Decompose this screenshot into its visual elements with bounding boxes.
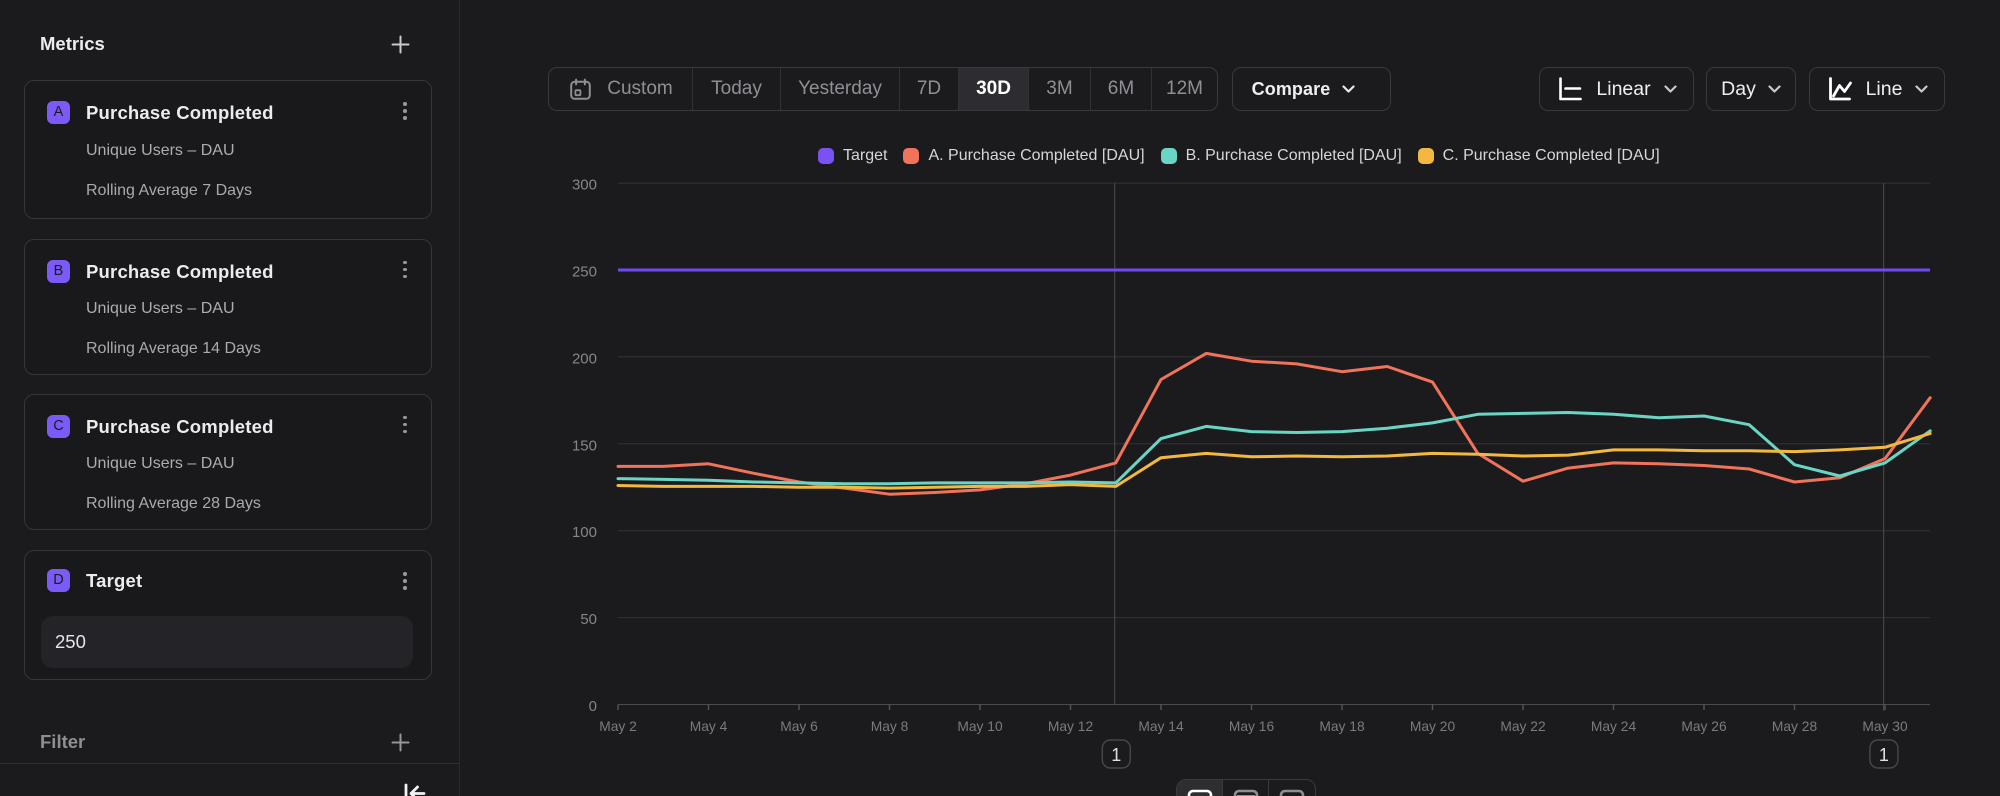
svg-text:May 30: May 30 [1862, 719, 1908, 734]
svg-text:300: 300 [572, 177, 597, 194]
svg-text:May 8: May 8 [871, 719, 909, 734]
svg-text:May 22: May 22 [1500, 719, 1545, 734]
svg-text:1: 1 [1879, 745, 1889, 765]
svg-text:0: 0 [589, 698, 597, 715]
svg-text:May 18: May 18 [1319, 719, 1365, 734]
svg-text:May 24: May 24 [1591, 719, 1637, 734]
svg-text:May 10: May 10 [957, 719, 1003, 734]
svg-text:50: 50 [580, 611, 597, 628]
svg-text:May 26: May 26 [1681, 719, 1727, 734]
svg-text:May 4: May 4 [690, 719, 728, 734]
svg-text:200: 200 [572, 350, 597, 367]
svg-text:150: 150 [572, 437, 597, 454]
svg-text:May 16: May 16 [1229, 719, 1275, 734]
svg-text:1: 1 [1111, 745, 1121, 765]
svg-text:May 28: May 28 [1772, 719, 1818, 734]
svg-text:May 20: May 20 [1410, 719, 1456, 734]
svg-text:May 6: May 6 [780, 719, 818, 734]
svg-text:May 2: May 2 [599, 719, 637, 734]
svg-text:May 12: May 12 [1048, 719, 1093, 734]
svg-text:May 14: May 14 [1138, 719, 1184, 734]
svg-text:100: 100 [572, 524, 597, 541]
svg-text:250: 250 [572, 264, 597, 281]
